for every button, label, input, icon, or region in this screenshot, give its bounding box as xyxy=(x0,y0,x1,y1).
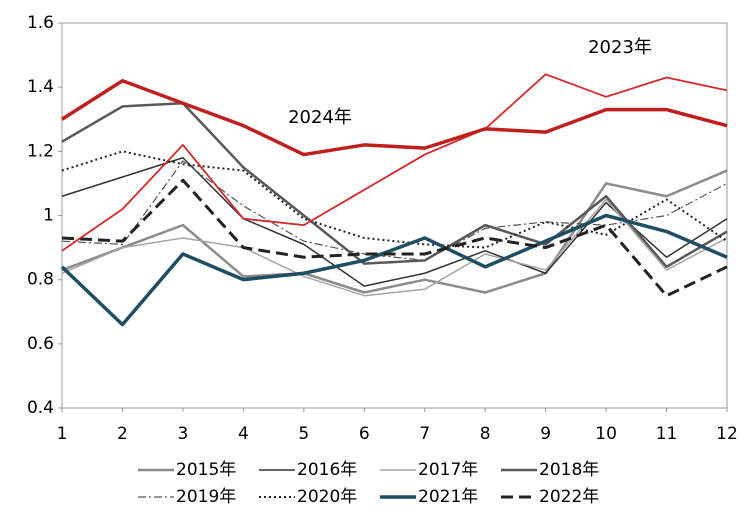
line-series xyxy=(61,160,728,262)
legend-label: 2016年 xyxy=(297,460,357,480)
y-tick-label: 0.4 xyxy=(27,398,54,418)
series-label: 2024年 xyxy=(288,107,352,128)
line-series xyxy=(61,198,728,297)
y-tick-label: 1 xyxy=(43,206,54,226)
line-series xyxy=(61,178,728,298)
x-tick-label: 4 xyxy=(238,424,249,444)
x-tick-label: 5 xyxy=(298,424,309,444)
legend-label: 2020年 xyxy=(297,487,357,507)
legend-label: 2021年 xyxy=(418,487,478,507)
x-tick-label: 1 xyxy=(57,424,68,444)
line-series xyxy=(61,101,728,269)
line-series xyxy=(61,169,728,294)
y-tick-label: 1.6 xyxy=(27,13,54,33)
line-series xyxy=(61,79,728,157)
series-label: 2023年 xyxy=(588,37,652,58)
x-tick-label: 3 xyxy=(177,424,188,444)
x-tick-label: 2 xyxy=(117,424,128,444)
x-tick-label: 6 xyxy=(359,424,370,444)
legend-label: 2015年 xyxy=(176,460,236,480)
x-tick-label: 10 xyxy=(595,424,617,444)
line-series xyxy=(60,213,728,327)
legend-label: 2019年 xyxy=(176,487,236,507)
legend-label: 2022年 xyxy=(539,487,599,507)
plot-frame xyxy=(61,22,728,409)
legend-label: 2018年 xyxy=(539,460,599,480)
x-tick-label: 12 xyxy=(716,424,738,444)
y-tick-label: 1.4 xyxy=(27,77,54,97)
y-tick-label: 0.8 xyxy=(27,270,54,290)
legend-label: 2017年 xyxy=(418,460,478,480)
y-tick-label: 0.6 xyxy=(27,334,54,354)
x-tick-label: 11 xyxy=(656,424,678,444)
x-tick-label: 8 xyxy=(480,424,491,444)
line-series xyxy=(61,73,728,252)
x-tick-label: 9 xyxy=(540,424,551,444)
y-tick-label: 1.2 xyxy=(27,141,54,161)
x-tick-label: 7 xyxy=(419,424,430,444)
